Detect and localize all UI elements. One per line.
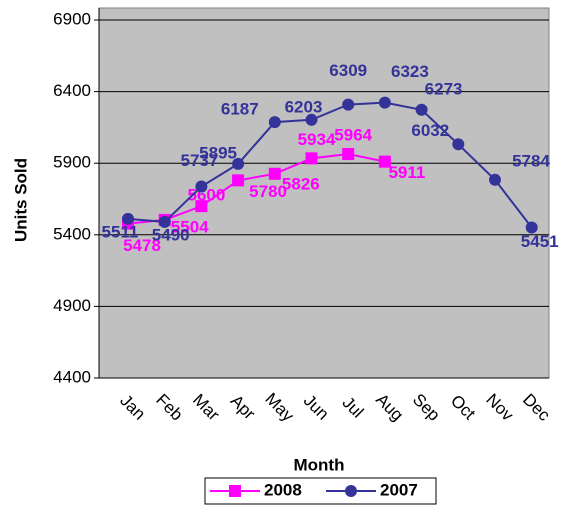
marker bbox=[342, 148, 355, 161]
x-tick-label: Jun bbox=[300, 391, 333, 424]
marker bbox=[378, 155, 391, 168]
data-label: 5895 bbox=[199, 143, 237, 162]
legend-label: 2008 bbox=[264, 480, 302, 499]
data-label: 6273 bbox=[425, 79, 463, 98]
x-tick-label: Nov bbox=[482, 390, 517, 425]
marker bbox=[452, 138, 465, 151]
data-label: 6187 bbox=[221, 100, 259, 119]
legend-marker bbox=[229, 485, 241, 497]
marker bbox=[305, 113, 318, 126]
data-label: 6032 bbox=[411, 121, 449, 140]
x-tick-label: Jul bbox=[339, 393, 368, 422]
x-tick-label: Sep bbox=[409, 390, 444, 425]
data-label: 5511 bbox=[102, 222, 139, 241]
data-label: 5784 bbox=[512, 151, 550, 170]
data-label: 6309 bbox=[329, 61, 367, 80]
y-tick-label: 5400 bbox=[53, 224, 91, 243]
y-tick-label: 4400 bbox=[53, 367, 91, 386]
marker bbox=[305, 152, 318, 165]
y-tick-label: 4900 bbox=[53, 296, 91, 315]
data-label: 5964 bbox=[334, 126, 372, 145]
x-tick-label: May bbox=[261, 389, 297, 425]
data-label: 6203 bbox=[285, 97, 323, 116]
series-line bbox=[127, 153, 386, 225]
legend-marker bbox=[345, 485, 357, 497]
legend-label: 2007 bbox=[380, 480, 418, 499]
x-tick-label: Oct bbox=[447, 391, 479, 423]
x-axis-title: Month bbox=[294, 455, 345, 474]
x-tick-label: Aug bbox=[372, 390, 407, 425]
y-axis-title: Units Sold bbox=[11, 158, 30, 242]
series-line bbox=[127, 101, 533, 229]
plot-area bbox=[98, 7, 550, 379]
marker bbox=[232, 157, 245, 170]
data-label: 5490 bbox=[152, 225, 190, 244]
marker bbox=[158, 215, 171, 228]
y-tick-label: 5900 bbox=[53, 153, 91, 172]
x-tick-label: Dec bbox=[519, 390, 554, 425]
x-tick-label: Apr bbox=[227, 391, 259, 423]
marker bbox=[378, 96, 391, 109]
data-label: 6323 bbox=[391, 62, 429, 81]
marker bbox=[195, 200, 208, 213]
marker bbox=[415, 103, 428, 116]
x-tick-label: Jan bbox=[116, 391, 149, 424]
marker bbox=[232, 174, 245, 187]
x-tick-label: Feb bbox=[152, 390, 186, 424]
marker bbox=[342, 98, 355, 111]
data-label: 5911 bbox=[388, 163, 425, 182]
data-label: 5737 bbox=[180, 151, 218, 170]
data-label: 5826 bbox=[282, 174, 320, 193]
marker bbox=[195, 180, 208, 193]
y-tick-label: 6400 bbox=[53, 81, 91, 100]
marker bbox=[122, 212, 134, 225]
y-tick-label: 6900 bbox=[53, 9, 91, 28]
data-label: 5451 bbox=[521, 232, 559, 251]
data-label: 5780 bbox=[249, 182, 287, 201]
x-tick-label: Mar bbox=[189, 390, 223, 424]
data-label: 5934 bbox=[298, 130, 336, 149]
marker bbox=[489, 173, 501, 186]
data-label: 5478 bbox=[123, 236, 161, 255]
marker bbox=[268, 167, 281, 180]
marker bbox=[525, 221, 538, 234]
marker bbox=[268, 116, 281, 129]
data-label: 5504 bbox=[171, 217, 209, 236]
